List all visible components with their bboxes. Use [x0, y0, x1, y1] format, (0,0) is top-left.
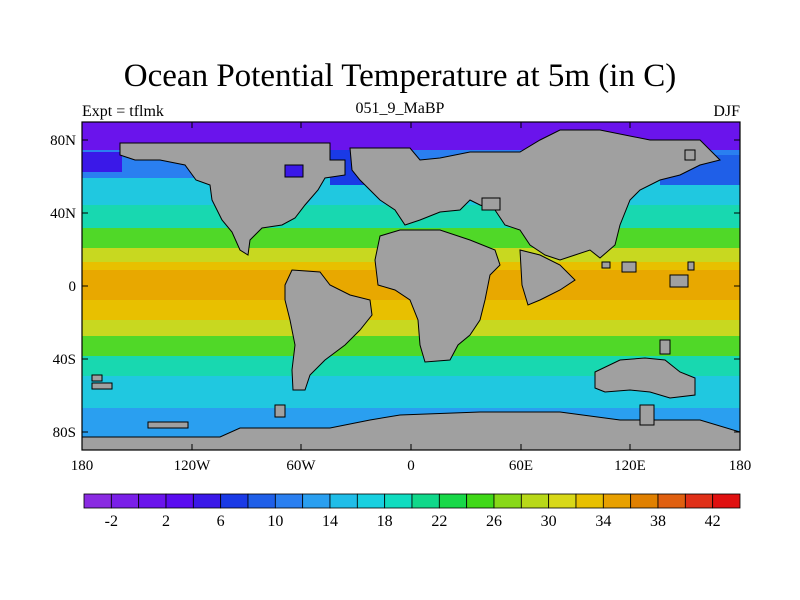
colorbar-label: -2: [105, 513, 118, 530]
island-6: [621, 261, 637, 273]
island-10: [639, 404, 655, 426]
colorbar-swatch: [247, 493, 276, 509]
colorbar-label: 2: [162, 513, 170, 530]
experiment-label: Expt = tflmk: [82, 103, 164, 120]
colorbar-label: 14: [322, 513, 338, 530]
island-8: [687, 261, 695, 271]
colorbar-label: 22: [431, 513, 447, 530]
y-ticks: [82, 139, 740, 433]
colorbar-label: 38: [650, 513, 666, 530]
lake-north-america: [284, 164, 304, 178]
island-9: [659, 339, 671, 355]
colorbar: [83, 493, 741, 509]
colorbar-swatch: [356, 493, 386, 509]
colorbar-swatch: [274, 493, 304, 509]
colorbar-swatch: [165, 493, 194, 509]
y-tick-label: 80S: [53, 425, 76, 441]
y-tick-label: 40S: [53, 352, 76, 368]
y-tick-label: 80N: [50, 133, 76, 149]
island-11: [481, 197, 501, 211]
x-tick-label: 60E: [509, 458, 533, 474]
colorbar-swatch: [302, 493, 331, 509]
colorbar-swatch: [712, 493, 741, 509]
colorbar-swatch: [329, 493, 358, 509]
colorbar-swatch: [110, 493, 140, 509]
colorbar-label: 18: [377, 513, 393, 530]
land-australia: [594, 357, 696, 399]
colorbar-swatch: [493, 493, 522, 509]
land-eurasia: [349, 129, 721, 261]
land-antarctica: [82, 411, 740, 450]
colorbar-swatch: [411, 493, 440, 509]
island-7: [669, 274, 689, 288]
colorbar-labels: -2 2 6 10 14 18 22 26 30 34 38 42: [105, 513, 721, 530]
colorbar-label: 10: [267, 513, 283, 530]
colorbar-swatch: [575, 493, 604, 509]
island-12: [684, 149, 696, 161]
land-south-america: [284, 269, 373, 391]
colorbar-label: 30: [541, 513, 557, 530]
colorbar-swatch: [520, 493, 550, 509]
colorbar-swatch: [684, 493, 714, 509]
time-label: 051_9_MaBP: [355, 100, 445, 117]
island-2: [274, 404, 286, 418]
y-tick-label: 0: [69, 279, 77, 295]
x-tick-label: 120E: [614, 458, 646, 474]
colorbar-label: 26: [486, 513, 502, 530]
colorbar-swatch: [602, 493, 632, 509]
band-green-south: [82, 336, 740, 358]
x-ticks: [81, 122, 741, 450]
colorbar-swatch: [657, 493, 686, 509]
x-tick-label: 120W: [174, 458, 212, 474]
x-tick-label: 60W: [286, 458, 316, 474]
colorbar-swatch: [438, 493, 468, 509]
colorbar-label: 34: [595, 513, 611, 530]
temperature-field: [82, 122, 740, 450]
island-4: [91, 382, 113, 390]
colorbar-swatch: [220, 493, 249, 509]
colorbar-swatch: [630, 493, 659, 509]
colorbar-swatch: [384, 493, 413, 509]
island-5: [601, 261, 611, 269]
colorbar-swatch: [83, 493, 112, 509]
colorbar-swatch: [138, 493, 167, 509]
season-label: DJF: [713, 103, 740, 120]
colorbar-label: 6: [217, 513, 225, 530]
island-1: [147, 421, 189, 429]
colorbar-swatch: [192, 493, 222, 509]
colorbar-swatch: [466, 493, 495, 509]
land-south-asia: [519, 249, 576, 306]
patch-cold-1: [82, 152, 122, 172]
x-tick-label: 0: [407, 458, 415, 474]
colorbar-label: 42: [705, 513, 721, 530]
y-tick-label: 40N: [50, 206, 76, 222]
island-3: [91, 374, 103, 382]
x-tick-label: 180: [71, 458, 94, 474]
band-mild-south: [82, 356, 740, 378]
land-africa: [374, 229, 501, 363]
x-tick-label: 180: [729, 458, 752, 474]
band-subtropical-south: [82, 320, 740, 338]
colorbar-swatch: [548, 493, 577, 509]
chart-title: Ocean Potential Temperature at 5m (in C): [123, 58, 677, 94]
